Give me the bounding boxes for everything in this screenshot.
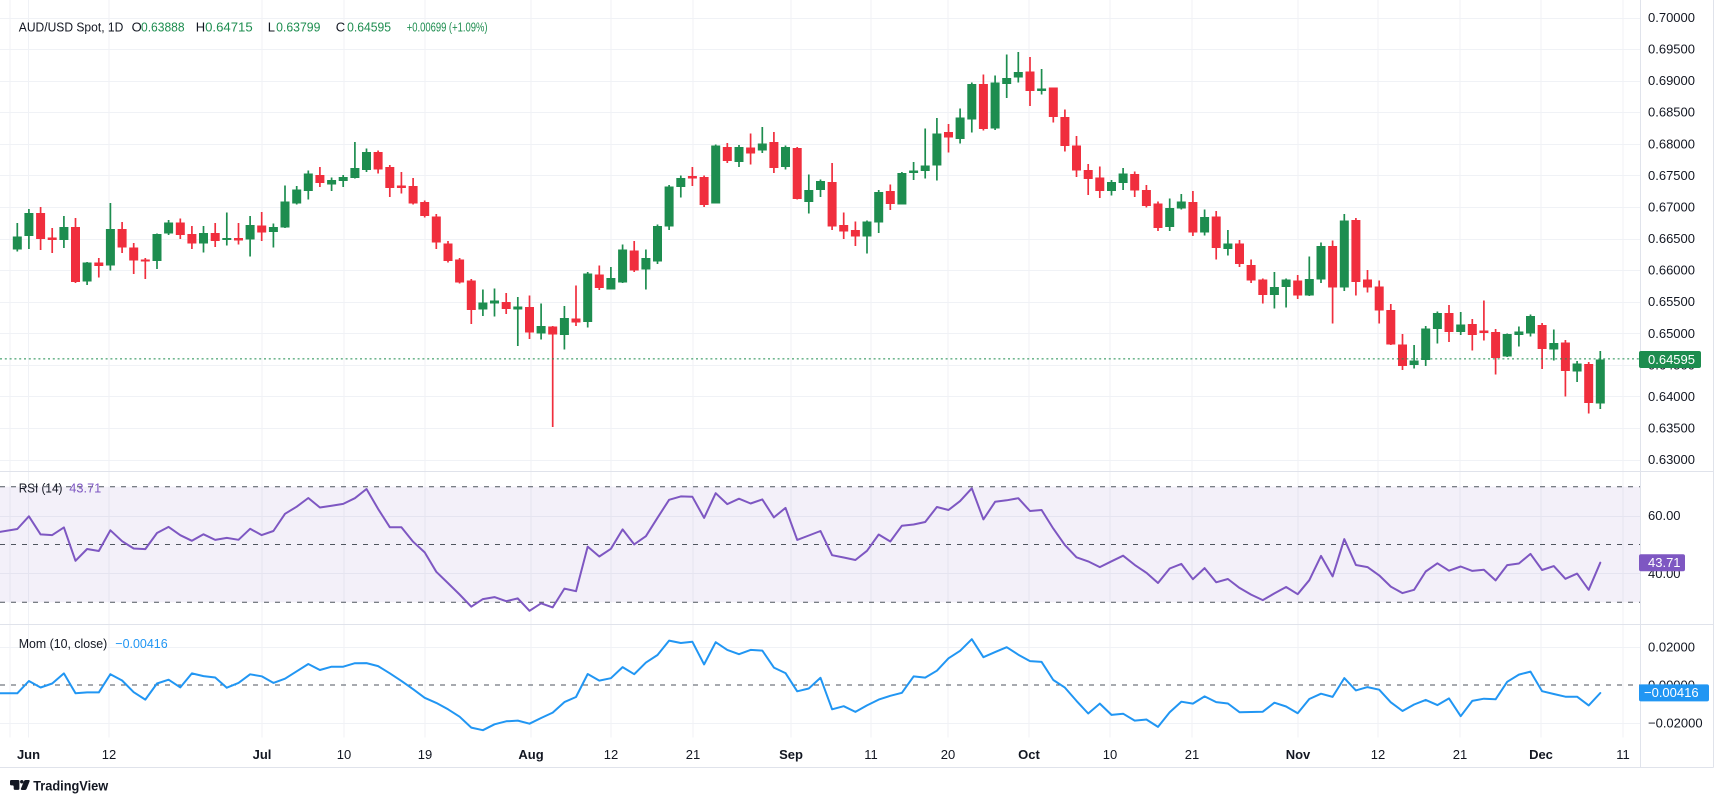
svg-text:0.64000: 0.64000 [1648,389,1695,404]
svg-text:Mom (10, close): Mom (10, close) [19,636,108,651]
svg-text:12: 12 [102,747,116,762]
svg-text:43.71: 43.71 [69,481,101,496]
svg-text:RSI (14): RSI (14) [19,481,63,496]
svg-text:0.02000: 0.02000 [1648,640,1695,655]
svg-text:AUD/USD Spot, 1D: AUD/USD Spot, 1D [19,20,124,35]
svg-text:0.69500: 0.69500 [1648,42,1695,57]
svg-text:10: 10 [337,747,351,762]
svg-text:O: O [132,20,142,35]
svg-text:0.64715: 0.64715 [205,20,253,35]
svg-text:Jul: Jul [253,747,272,762]
svg-text:L: L [268,20,275,35]
svg-text:0.63799: 0.63799 [276,20,320,35]
svg-text:20: 20 [941,747,955,762]
svg-text:0.63000: 0.63000 [1648,452,1695,467]
svg-text:0.66000: 0.66000 [1648,263,1695,278]
svg-text:Dec: Dec [1529,747,1553,762]
svg-text:0.65500: 0.65500 [1648,294,1695,309]
svg-text:21: 21 [1185,747,1199,762]
svg-text:0.63500: 0.63500 [1648,421,1695,436]
svg-text:0.70000: 0.70000 [1648,10,1695,25]
svg-text:60.00: 60.00 [1648,508,1681,523]
svg-text:Sep: Sep [779,747,803,762]
svg-text:−0.00416: −0.00416 [1644,685,1699,700]
svg-text:0.67000: 0.67000 [1648,200,1695,215]
svg-text:Jun: Jun [17,747,40,762]
svg-text:0.63888: 0.63888 [141,20,185,35]
svg-text:11: 11 [1616,747,1630,762]
svg-text:0.69000: 0.69000 [1648,73,1695,88]
svg-text:43.71: 43.71 [1648,555,1681,570]
svg-text:−0.00416: −0.00416 [115,636,167,651]
svg-text:TradingView: TradingView [33,777,108,793]
svg-text:Oct: Oct [1018,747,1040,762]
svg-text:10: 10 [1103,747,1117,762]
svg-text:−0.02000: −0.02000 [1648,715,1703,730]
svg-text:Aug: Aug [518,747,543,762]
svg-text:21: 21 [686,747,700,762]
svg-text:Nov: Nov [1286,747,1311,762]
svg-text:19: 19 [418,747,432,762]
svg-text:11: 11 [864,747,878,762]
svg-text:0.65000: 0.65000 [1648,326,1695,341]
svg-text:0.64595: 0.64595 [347,20,391,35]
svg-text:12: 12 [604,747,618,762]
svg-text:0.67500: 0.67500 [1648,168,1695,183]
svg-text:0.68500: 0.68500 [1648,105,1695,120]
svg-text:21: 21 [1453,747,1467,762]
svg-text:0.66500: 0.66500 [1648,231,1695,246]
svg-text:12: 12 [1371,747,1385,762]
svg-text:0.64595: 0.64595 [1648,352,1695,367]
svg-text:C: C [336,20,345,35]
svg-text:0.68000: 0.68000 [1648,136,1695,151]
svg-text:+0.00699 (+1.09%): +0.00699 (+1.09%) [407,20,488,35]
svg-text:H: H [196,20,205,35]
